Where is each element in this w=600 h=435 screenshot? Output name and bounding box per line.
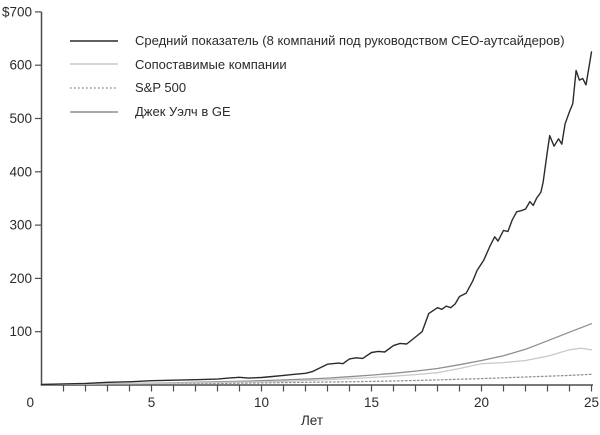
legend-item: Сопоставимые компании bbox=[70, 53, 565, 77]
y-tick-label: 300 bbox=[9, 218, 32, 233]
series-line--8-ceo- bbox=[40, 51, 593, 386]
legend-swatch-line bbox=[70, 87, 118, 89]
series-line-- bbox=[40, 347, 593, 386]
y-tick-label: 500 bbox=[9, 111, 32, 126]
x-tick-label: 15 bbox=[364, 395, 379, 410]
x-tick-label: 0 bbox=[26, 395, 34, 410]
series-line-s-p-500 bbox=[40, 373, 593, 386]
legend-label: S&P 500 bbox=[135, 80, 187, 96]
legend-swatch-line bbox=[70, 110, 118, 113]
y-tick-label: 100 bbox=[9, 324, 32, 339]
legend-item: Средний показатель (8 компаний под руков… bbox=[70, 29, 565, 53]
legend-swatch-line bbox=[70, 63, 118, 66]
y-tick-label: 400 bbox=[9, 164, 32, 179]
series-line--ge bbox=[40, 323, 593, 386]
x-tick-label: 20 bbox=[474, 395, 489, 410]
chart-legend: Средний показатель (8 компаний под руков… bbox=[70, 29, 565, 123]
legend-label: Средний показатель (8 компаний под руков… bbox=[135, 33, 565, 49]
x-tick-label: 10 bbox=[254, 395, 269, 410]
x-axis-title: Лет bbox=[300, 413, 324, 428]
y-tick-label: $700 bbox=[2, 4, 32, 19]
legend-swatch-line bbox=[70, 39, 118, 42]
legend-label: Джек Уэлч в GE bbox=[135, 104, 231, 120]
x-tick-label: 5 bbox=[148, 395, 156, 410]
y-tick-label: 600 bbox=[9, 58, 32, 73]
legend-label: Сопоставимые компании bbox=[135, 56, 287, 72]
x-tick-label: 25 bbox=[584, 395, 599, 410]
y-tick-label: 200 bbox=[9, 271, 32, 286]
legend-item: S&P 500 bbox=[70, 76, 565, 100]
legend-item: Джек Уэлч в GE bbox=[70, 100, 565, 124]
